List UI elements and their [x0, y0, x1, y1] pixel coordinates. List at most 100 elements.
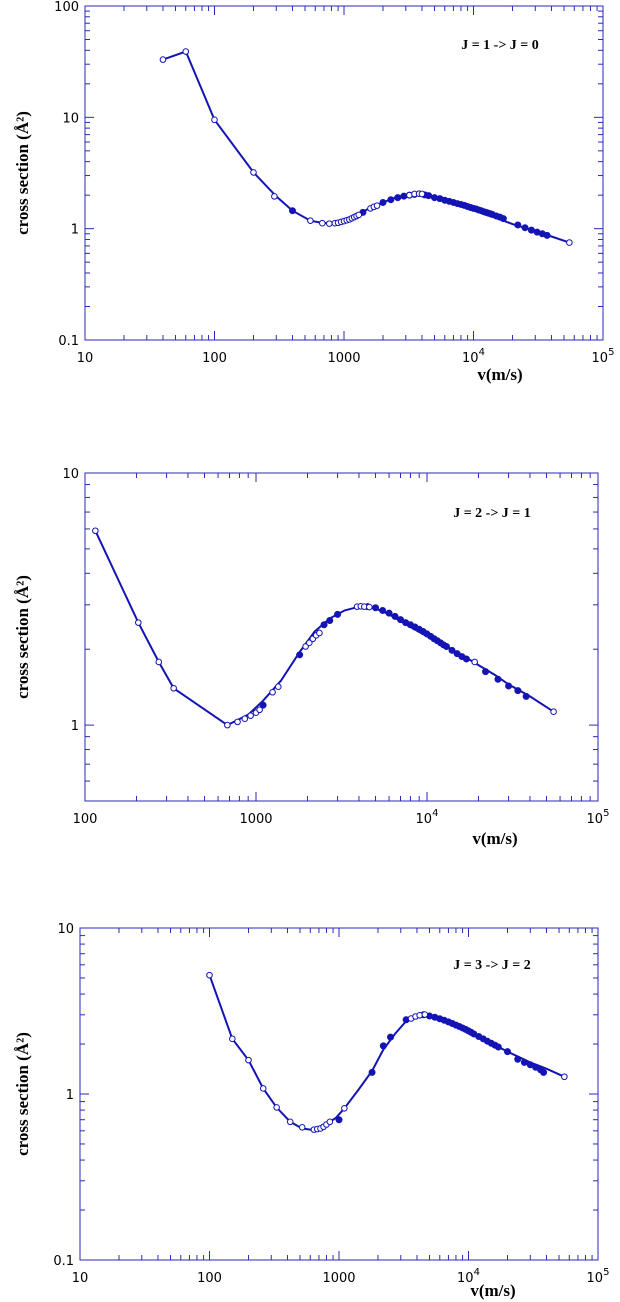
- data-point-filled: [462, 655, 470, 663]
- cross-section-line: [162, 50, 570, 244]
- x-tick-label-exp: 4: [479, 347, 485, 358]
- x-tick-label: 100: [197, 1271, 222, 1286]
- x-tick-label-base: 10: [416, 812, 433, 827]
- plot-frame: [84, 5, 604, 341]
- data-point-open: [286, 1118, 294, 1126]
- data-point-filled: [520, 1058, 528, 1066]
- data-point-open: [155, 658, 163, 666]
- data-point-filled: [394, 194, 402, 202]
- x-tick-label-base: 100: [197, 1271, 222, 1286]
- x-tick-label: 105: [592, 347, 615, 366]
- data-point-open: [241, 715, 249, 723]
- data-point-open: [159, 56, 167, 63]
- x-tick-label: 104: [416, 808, 439, 827]
- data-point-filled: [379, 198, 387, 206]
- data-point-open: [418, 190, 426, 198]
- y-tick-label: 10: [57, 922, 74, 937]
- y-tick-label: 10: [62, 111, 79, 126]
- x-tick-label-base: 100: [73, 812, 98, 827]
- x-tick-label-base: 1000: [239, 812, 272, 827]
- data-point-filled: [543, 231, 551, 239]
- x-tick-label: 1000: [322, 1271, 355, 1286]
- data-point-filled: [397, 616, 405, 624]
- transition-annotation: J = 3 -> J = 2: [453, 958, 531, 973]
- data-point-open: [234, 718, 241, 726]
- data-point-filled: [448, 646, 456, 654]
- data-point-open: [206, 971, 213, 979]
- data-point-filled: [320, 621, 328, 629]
- data-point-filled: [387, 196, 395, 204]
- y-tick-label: 1: [66, 1088, 74, 1103]
- plot-frame: [79, 927, 599, 1261]
- y-tick-label: 1: [71, 223, 79, 238]
- data-point-open: [256, 706, 263, 714]
- data-point-open: [566, 239, 573, 246]
- x-tick-label: 10: [77, 351, 94, 366]
- x-tick-label-base: 1000: [322, 1271, 355, 1286]
- transition-annotation: J = 1 -> J = 0: [461, 38, 539, 53]
- data-point-open: [316, 629, 323, 637]
- data-point-open: [273, 1104, 280, 1111]
- data-point-open: [92, 527, 99, 535]
- x-tick-label-exp: 4: [432, 808, 438, 819]
- data-point-open: [211, 116, 218, 124]
- x-tick-label: 105: [587, 808, 610, 827]
- data-point-open: [306, 639, 313, 647]
- plot-frame: [84, 472, 599, 802]
- x-tick-label-exp: 5: [603, 1267, 609, 1278]
- x-tick-label-base: 10: [587, 1271, 604, 1286]
- x-tick-label-exp: 5: [608, 347, 614, 358]
- x-tick-label: 1000: [239, 812, 272, 827]
- data-point-open: [259, 1085, 267, 1092]
- x-tick-label: 104: [457, 1267, 480, 1286]
- data-point-open: [182, 48, 190, 55]
- x-tick-label-base: 10: [72, 1271, 89, 1286]
- data-point-filled: [514, 1055, 522, 1063]
- data-point-open: [247, 712, 254, 719]
- data-point-open: [298, 1124, 306, 1131]
- data-point-filled: [527, 226, 535, 234]
- data-point-filled: [326, 616, 334, 624]
- data-point-filled: [494, 1043, 502, 1051]
- data-point-open: [366, 603, 373, 611]
- y-axis-title: cross section (Å²): [13, 111, 32, 235]
- data-point-filled: [521, 224, 529, 232]
- data-point-filled: [387, 1033, 395, 1041]
- x-tick-label: 10: [72, 1271, 89, 1286]
- data-point-filled: [259, 701, 267, 709]
- x-tick-label-base: 10: [462, 351, 479, 366]
- data-point-open: [326, 220, 333, 227]
- cross-section-line: [208, 974, 565, 1131]
- data-point-filled: [391, 612, 399, 620]
- data-point-open: [250, 169, 257, 176]
- y-axis-title: cross section (Å²): [13, 1032, 32, 1156]
- y-tick-label: 0.1: [58, 334, 79, 349]
- data-point-filled: [505, 682, 513, 690]
- data-point-filled: [334, 610, 342, 618]
- data-point-open: [170, 684, 177, 692]
- data-point-open: [421, 1011, 429, 1018]
- x-tick-label-exp: 5: [603, 808, 609, 819]
- data-point-open: [269, 688, 276, 696]
- data-point-filled: [288, 207, 296, 215]
- transition-annotation: J = 2 -> J = 1: [453, 506, 531, 521]
- x-tick-label-base: 10: [457, 1271, 474, 1286]
- data-point-filled: [296, 651, 304, 659]
- x-tick-label-base: 10: [587, 812, 604, 827]
- data-point-open: [471, 658, 478, 666]
- data-point-open: [274, 683, 282, 691]
- y-axis-title: cross section (Å²): [13, 575, 32, 699]
- y-tick-label: 10: [62, 467, 79, 482]
- x-tick-label-base: 10: [592, 351, 609, 366]
- data-point-open: [307, 217, 314, 224]
- data-point-filled: [482, 668, 490, 676]
- y-tick-label: 100: [54, 0, 79, 15]
- x-tick-label-base: 10: [77, 351, 94, 366]
- data-point-filled: [425, 192, 433, 200]
- data-point-open: [355, 211, 363, 219]
- data-point-open: [341, 1105, 348, 1112]
- x-tick-label-base: 100: [202, 351, 227, 366]
- x-tick-label: 1000: [327, 351, 360, 366]
